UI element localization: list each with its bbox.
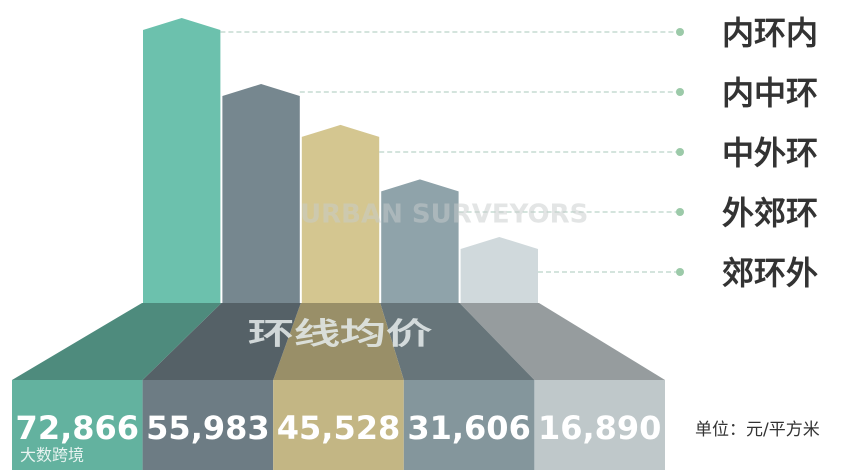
leader-dot <box>676 268 684 276</box>
bar <box>222 84 300 303</box>
leader-dot <box>676 148 684 156</box>
bar <box>301 124 380 304</box>
watermark: 大数跨境 <box>20 446 84 465</box>
value-label: 45,528 <box>277 409 400 447</box>
value-label: 16,890 <box>538 409 661 447</box>
front-face <box>142 380 274 470</box>
front-face <box>12 380 143 470</box>
category-label: 郊环外 <box>722 254 818 292</box>
bar <box>460 236 538 303</box>
front-face <box>403 380 535 470</box>
unit-label: 单位：元/平方米 <box>695 420 820 440</box>
bar <box>381 179 459 303</box>
floor-segment <box>12 303 222 380</box>
floor-segment <box>459 303 665 380</box>
leader-dot <box>676 88 684 96</box>
value-label: 31,606 <box>407 409 530 447</box>
chart-title: 环线均价 <box>248 317 432 352</box>
category-label: 外郊环 <box>722 194 818 232</box>
front-face <box>273 380 404 470</box>
floor-segment <box>273 303 404 380</box>
bar <box>143 18 221 303</box>
category-label: 内中环 <box>722 74 818 112</box>
front-face <box>534 380 665 470</box>
leader-dot <box>676 28 684 36</box>
leader-dot <box>676 208 684 216</box>
floor-segment <box>380 303 535 380</box>
floor-segment <box>142 303 301 380</box>
category-label: 内环内 <box>722 14 818 52</box>
category-label: 中外环 <box>722 134 818 172</box>
value-label: 55,983 <box>146 409 269 447</box>
value-label: 72,866 <box>16 409 139 447</box>
watermark: URBAN SURVEYORS <box>300 200 588 230</box>
